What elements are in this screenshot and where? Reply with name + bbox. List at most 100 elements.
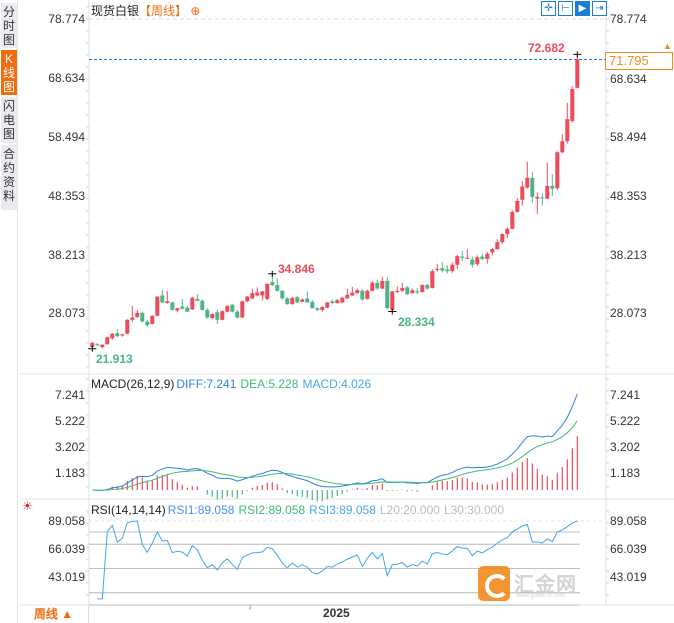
price-tick-right: 48.353 bbox=[610, 189, 647, 203]
price-tick-left: 48.353 bbox=[48, 189, 85, 203]
candle bbox=[320, 305, 325, 312]
candle-body bbox=[435, 268, 440, 270]
candle bbox=[365, 289, 370, 300]
candle bbox=[425, 283, 430, 290]
candle bbox=[435, 264, 440, 272]
candle bbox=[295, 296, 300, 304]
tab-time-sharing[interactable]: 分时图 bbox=[1, 3, 17, 48]
candle-body bbox=[125, 319, 130, 334]
candle bbox=[140, 311, 145, 323]
candle-body bbox=[465, 257, 470, 259]
macd-tick-right: 1.183 bbox=[610, 466, 641, 480]
candle-body bbox=[510, 211, 515, 229]
candle-body bbox=[225, 305, 230, 312]
candle-body bbox=[100, 344, 105, 348]
candle-body bbox=[520, 186, 525, 200]
candle-body bbox=[230, 304, 235, 312]
candle-body bbox=[235, 311, 240, 318]
period-selector-button[interactable]: 周线 ▲ bbox=[19, 605, 89, 623]
candle bbox=[170, 301, 175, 311]
play-forward-icon[interactable]: ▶ bbox=[575, 1, 590, 16]
x-tick-label: 2025 bbox=[323, 606, 350, 620]
candle-body bbox=[345, 294, 350, 299]
candle-body bbox=[195, 298, 200, 301]
watermark-text: 汇金网 bbox=[514, 574, 577, 596]
candle bbox=[575, 54, 580, 89]
candle-body bbox=[420, 285, 425, 292]
candle-body bbox=[360, 290, 365, 300]
price-tick-left: 38.213 bbox=[48, 248, 85, 262]
candle bbox=[560, 134, 565, 154]
candle bbox=[375, 279, 380, 290]
candle-body bbox=[440, 268, 445, 271]
rsi-tick-left: 89.058 bbox=[48, 514, 85, 528]
candle-body bbox=[450, 264, 455, 272]
watermark-url: www.gold678.com bbox=[516, 593, 565, 599]
crosshair-icon[interactable]: ✛ bbox=[541, 1, 556, 16]
rsi-tick-left: 43.019 bbox=[48, 570, 85, 584]
candle-body bbox=[535, 196, 540, 199]
candle-body bbox=[430, 271, 435, 288]
tab-flash[interactable]: 闪电图 bbox=[1, 97, 17, 143]
candle-body bbox=[385, 280, 390, 309]
macd-tick-right: 5.222 bbox=[610, 414, 641, 428]
candle-body bbox=[305, 298, 310, 303]
candle bbox=[230, 304, 235, 313]
candle bbox=[565, 102, 570, 144]
candle-body bbox=[160, 295, 165, 303]
candle-body bbox=[425, 285, 430, 289]
range-icon[interactable]: ⊢ bbox=[558, 1, 573, 16]
candle-body bbox=[545, 185, 550, 199]
candle-body bbox=[415, 291, 420, 293]
candle-body bbox=[565, 119, 570, 142]
candle-body bbox=[555, 152, 560, 189]
high-annotation: 72.682 bbox=[528, 41, 565, 55]
candle-body bbox=[380, 280, 385, 289]
candle-body bbox=[530, 177, 535, 197]
candle bbox=[265, 283, 270, 301]
candle-body bbox=[115, 333, 120, 337]
candle bbox=[360, 289, 365, 301]
candle bbox=[390, 290, 395, 312]
candle bbox=[370, 280, 375, 292]
candle bbox=[330, 299, 335, 305]
candle-body bbox=[220, 311, 225, 320]
rsi-tick-right: 89.058 bbox=[610, 514, 647, 528]
candle-body bbox=[175, 308, 180, 311]
candle-body bbox=[400, 287, 405, 291]
candle bbox=[305, 291, 310, 304]
tab-kline[interactable]: K线图 bbox=[1, 50, 17, 95]
tab-contract-info[interactable]: 合约资料 bbox=[1, 145, 17, 210]
candle-body bbox=[285, 298, 290, 305]
candle bbox=[110, 333, 115, 340]
candle bbox=[120, 333, 125, 337]
sun-settings-icon[interactable]: ☀ bbox=[22, 499, 33, 513]
chevron-up-icon[interactable]: ▲ bbox=[663, 41, 672, 51]
scroll-end-icon[interactable]: ⇥ bbox=[592, 1, 607, 16]
candle bbox=[315, 307, 320, 312]
candlestick-series bbox=[90, 54, 580, 349]
candle-body bbox=[370, 282, 375, 291]
candle-body bbox=[95, 344, 100, 346]
candle bbox=[505, 227, 510, 239]
candle-body bbox=[315, 308, 320, 310]
candle bbox=[300, 298, 305, 303]
candle-body bbox=[575, 59, 580, 88]
candle-body bbox=[105, 337, 110, 345]
candle bbox=[355, 288, 360, 294]
circle-plus-icon[interactable]: ⊕ bbox=[190, 4, 201, 18]
candle-body bbox=[455, 256, 460, 265]
candle-body bbox=[155, 296, 160, 316]
rsi-title: RSI(14,14,14) bbox=[91, 503, 166, 517]
candle bbox=[200, 299, 205, 311]
candle-body bbox=[500, 233, 505, 243]
extreme-markers bbox=[88, 51, 582, 352]
candle-body bbox=[90, 343, 95, 348]
candle-body bbox=[280, 290, 285, 299]
candle-body bbox=[355, 290, 360, 294]
candle-body bbox=[185, 307, 190, 312]
candle-body bbox=[300, 299, 305, 302]
candle bbox=[460, 250, 465, 261]
candle bbox=[440, 261, 445, 273]
